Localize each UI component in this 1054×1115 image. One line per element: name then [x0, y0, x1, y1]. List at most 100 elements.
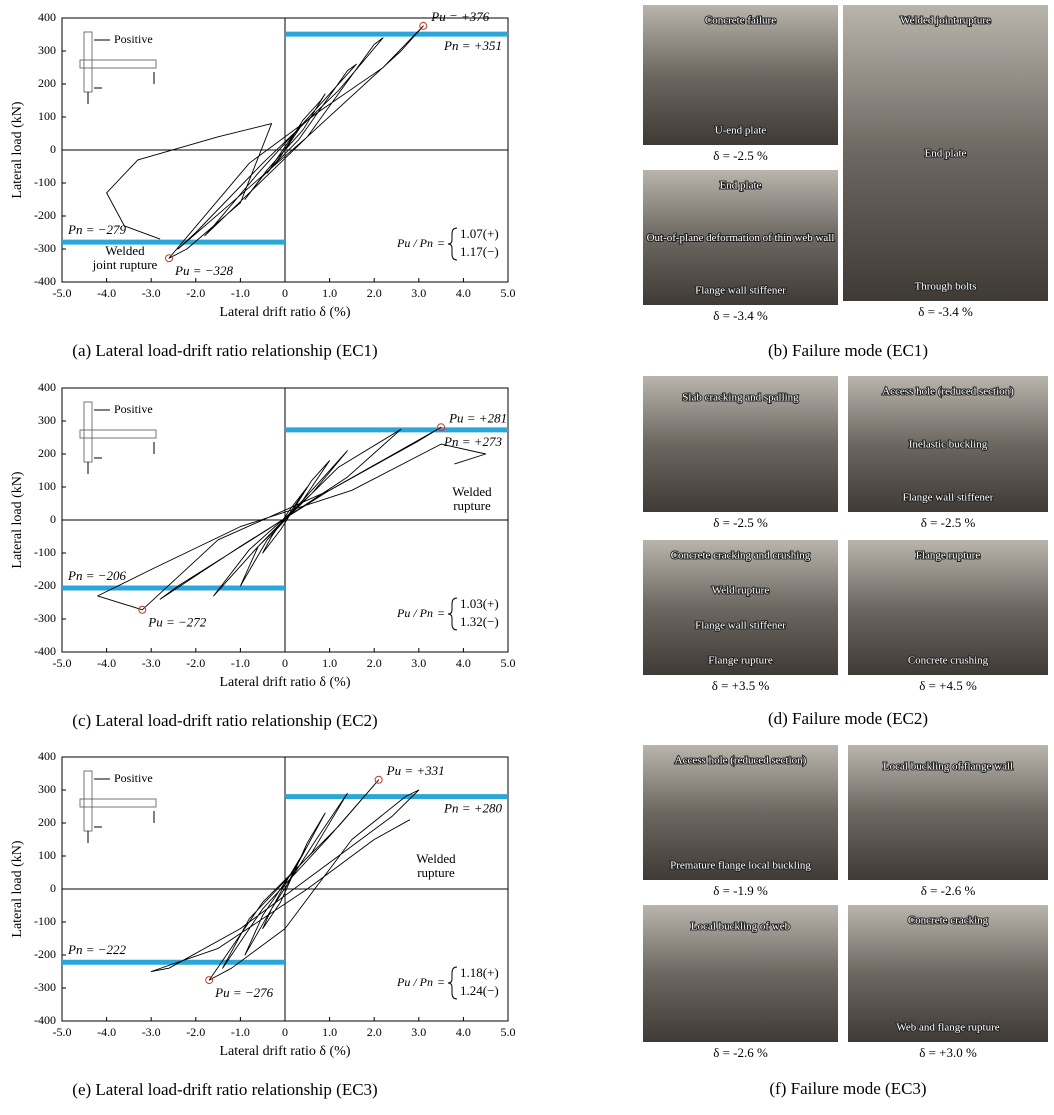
photo-label: Flange rupture [708, 655, 773, 667]
photo-caption: δ = -2.5 % [713, 148, 768, 163]
peak-label: Pu = −276 [214, 985, 273, 1000]
hysteresis-curve [150, 779, 420, 981]
y-axis-label: Lateral load (kN) [10, 840, 25, 938]
nominal-strength-label: Pn = −206 [67, 568, 126, 583]
photo-label: End plate [925, 148, 967, 160]
photo-label: U-end plate [715, 125, 767, 137]
x-tick-label: -3.0 [142, 656, 161, 670]
nominal-strength-label: Pn = −279 [67, 222, 126, 237]
x-axis-label: Lateral drift ratio δ (%) [220, 675, 351, 690]
x-tick-label: -4.0 [97, 1025, 116, 1039]
photo-label: Concrete cracking and crushing [671, 550, 811, 562]
x-tick-label: -4.0 [97, 656, 116, 670]
annotation: Welded [416, 851, 456, 866]
peak-label: Pu = +331 [386, 763, 445, 778]
photo-label: Concrete cracking [908, 915, 989, 927]
y-tick-label: 400 [38, 749, 56, 763]
peak-label: Pu = −328 [174, 263, 233, 278]
ratio-label: Pu / Pn [396, 606, 433, 620]
x-tick-label: -5.0 [53, 1025, 72, 1039]
peak-label: Pu = +281 [448, 410, 507, 425]
ratio-label: Pu / Pn [396, 975, 433, 989]
nominal-strength-label: Pn = +273 [443, 434, 502, 449]
photo-caption: δ = +3.0 % [919, 1045, 977, 1060]
photo-label: Web and flange rupture [896, 1022, 999, 1034]
photo-label: Flange rupture [916, 550, 981, 562]
x-tick-label: 5.0 [501, 1025, 516, 1039]
y-tick-label: -100 [34, 914, 56, 928]
photo-label: Concrete failure [705, 15, 776, 27]
y-tick-label: -300 [34, 980, 56, 994]
photo [848, 376, 1048, 512]
inset-column [83, 31, 93, 93]
x-tick-label: -2.0 [186, 286, 205, 300]
x-tick-label: 1.0 [322, 656, 337, 670]
y-tick-label: 100 [38, 848, 56, 862]
caption: (c) Lateral load-drift ratio relationshi… [72, 711, 377, 730]
x-tick-label: 0 [282, 1025, 288, 1039]
y-tick-label: 300 [38, 413, 56, 427]
y-tick-label: 0 [50, 512, 56, 526]
x-tick-label: -5.0 [53, 286, 72, 300]
x-tick-label: -2.0 [186, 656, 205, 670]
y-tick-label: 400 [38, 380, 56, 394]
ratio-value: 1.07(+) [460, 226, 499, 241]
y-tick-label: 0 [50, 881, 56, 895]
peak-marker [138, 605, 147, 614]
y-tick-label: 300 [38, 782, 56, 796]
x-axis-label: Lateral drift ratio δ (%) [220, 1044, 351, 1059]
photo [643, 540, 838, 675]
x-tick-label: 2.0 [367, 656, 382, 670]
inset-beam [79, 59, 157, 69]
x-tick-label: -1.0 [231, 286, 250, 300]
peak-marker [437, 423, 446, 432]
annotation: Welded [105, 243, 145, 258]
y-axis-label: Lateral load (kN) [10, 471, 25, 569]
photo [848, 540, 1048, 675]
peak-marker [165, 254, 174, 263]
x-tick-label: -1.0 [231, 656, 250, 670]
photo-label: Flange wall stiffener [695, 620, 786, 632]
x-tick-label: 5.0 [501, 286, 516, 300]
photo-label: Concrete crushing [908, 655, 989, 667]
hysteresis-curve [106, 25, 424, 259]
annotation: rupture [417, 865, 455, 880]
photo-caption: δ = -2.6 % [921, 883, 976, 898]
y-tick-label: -200 [34, 208, 56, 222]
y-tick-label: 400 [38, 10, 56, 24]
photo-label: End plate [720, 180, 762, 192]
ratio-brace [447, 597, 458, 631]
x-tick-label: 2.0 [367, 1025, 382, 1039]
y-tick-label: 0 [50, 142, 56, 156]
y-tick-label: 100 [38, 109, 56, 123]
photo [843, 5, 1048, 301]
y-tick-label: 200 [38, 446, 56, 460]
y-tick-label: 100 [38, 479, 56, 493]
y-tick-label: -200 [34, 947, 56, 961]
y-tick-label: -300 [34, 241, 56, 255]
inset-beam [79, 429, 157, 439]
peak-marker [374, 775, 383, 784]
photo-caption: δ = -2.5 % [921, 515, 976, 530]
inset-label: Positive [114, 402, 153, 416]
x-tick-label: -1.0 [231, 1025, 250, 1039]
inset-column [83, 401, 93, 463]
ratio-value: 1.03(+) [460, 596, 499, 611]
photo-label: Inelastic buckling [909, 439, 988, 451]
y-tick-label: -400 [34, 1013, 56, 1027]
photo-label: Premature flange local buckling [670, 860, 811, 872]
photo [848, 905, 1048, 1042]
photo-caption: δ = -1.9 % [713, 883, 768, 898]
y-tick-label: -300 [34, 611, 56, 625]
peak-marker [205, 976, 214, 985]
peak-marker [419, 21, 428, 30]
y-tick-label: -400 [34, 274, 56, 288]
photo-label: Welded joint rupture [900, 15, 991, 27]
photo [643, 170, 838, 305]
annotation: joint rupture [92, 257, 158, 272]
x-tick-label: 1.0 [322, 286, 337, 300]
peak-label: Pu = +376 [430, 9, 489, 24]
x-tick-label: -3.0 [142, 286, 161, 300]
y-tick-label: 200 [38, 815, 56, 829]
x-tick-label: -2.0 [186, 1025, 205, 1039]
